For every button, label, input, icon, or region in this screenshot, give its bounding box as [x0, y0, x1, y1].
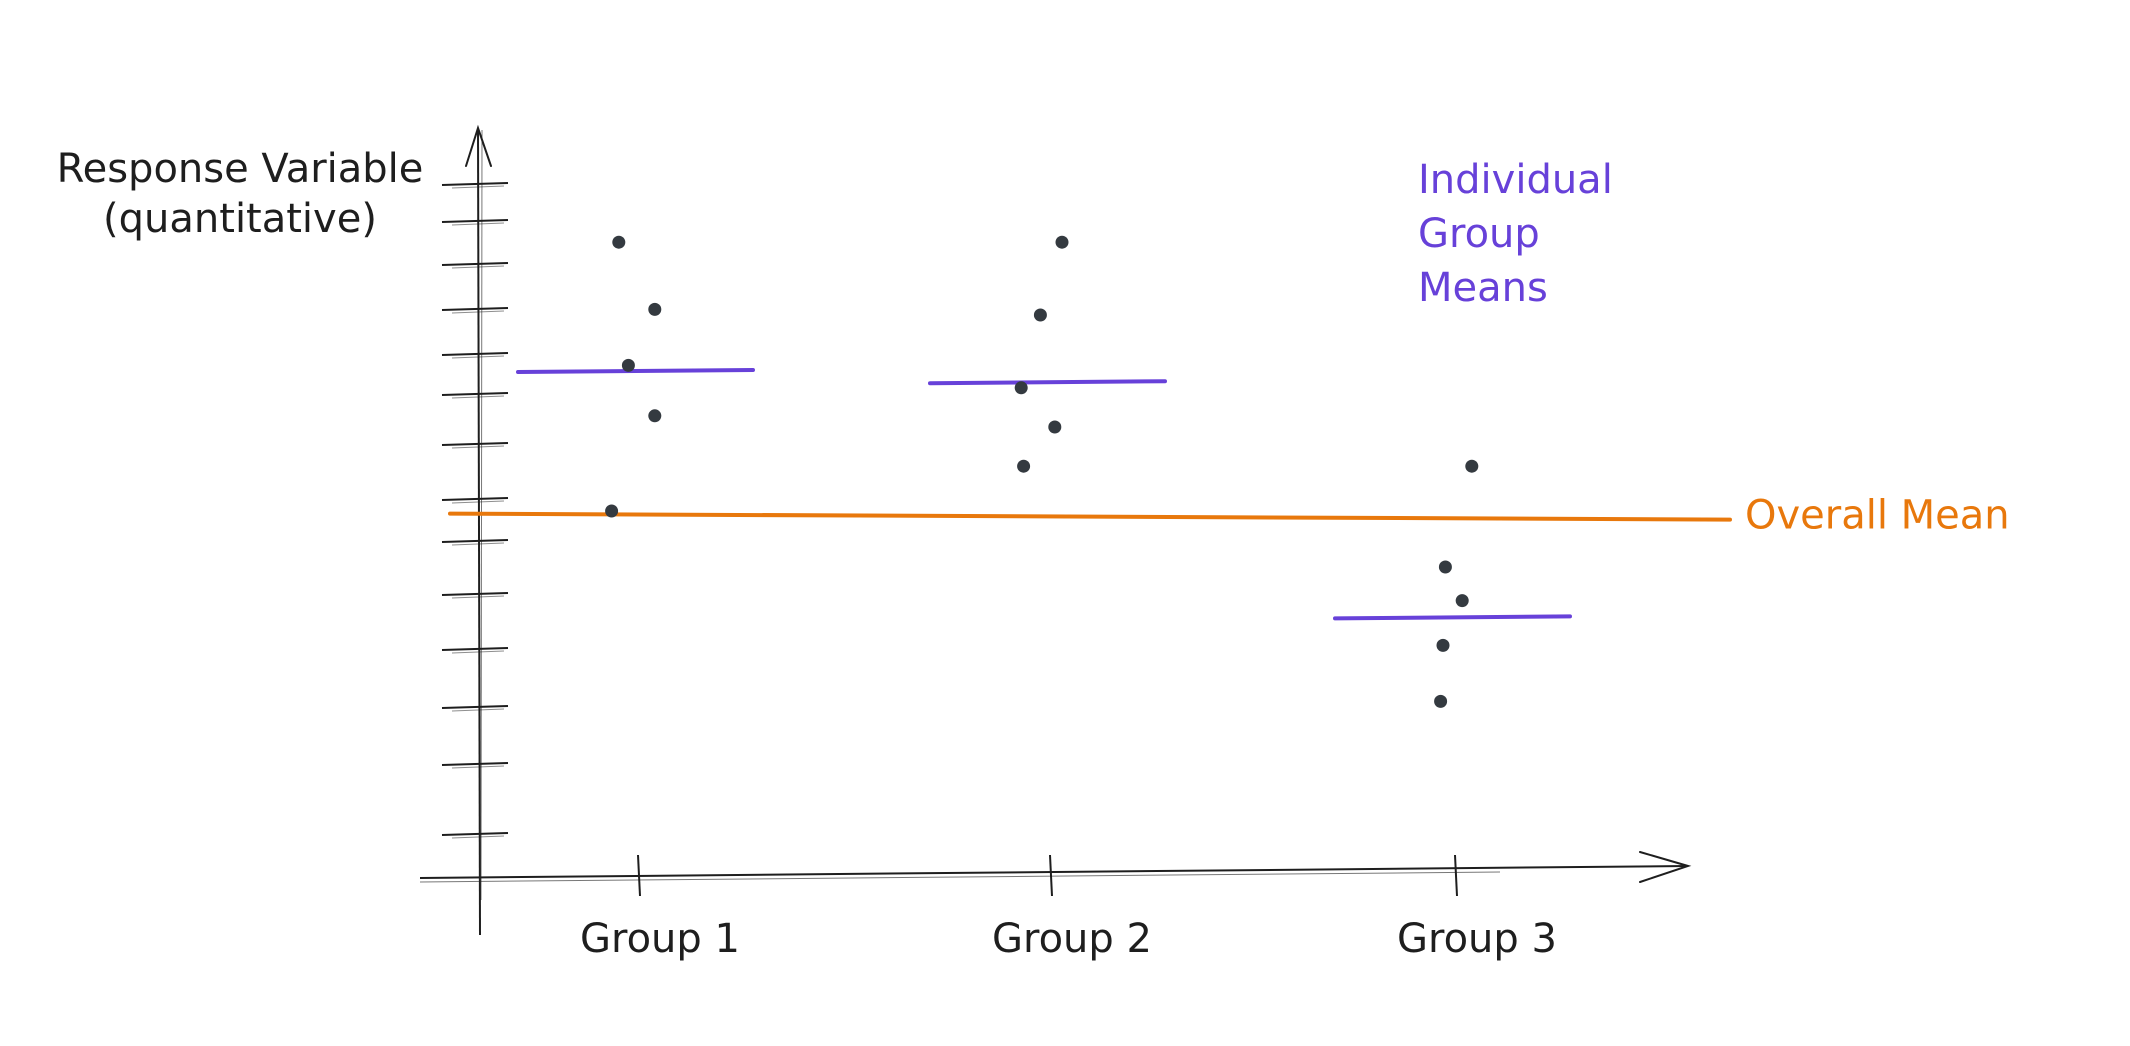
data-point: [621, 358, 635, 372]
data-point: [605, 504, 619, 518]
y-axis-tick: [441, 592, 509, 596]
data-point: [1434, 694, 1448, 708]
y-axis-label-line2: (quantitative): [103, 196, 377, 242]
x-axis-line: [419, 865, 1689, 879]
data-point: [1048, 420, 1062, 434]
group-means: [516, 368, 1572, 621]
y-axis-tick: [441, 647, 509, 651]
y-axis-label-line1: Response Variable: [57, 146, 424, 192]
y-axis-tick: [441, 497, 509, 501]
data-point: [1014, 381, 1028, 395]
x-axis-tick: [1049, 854, 1053, 897]
data-point: [1436, 638, 1450, 652]
y-axis-tick: [441, 539, 509, 543]
legend-label-line1: Individual: [1418, 157, 1613, 203]
x-tick-label: Group 2: [992, 916, 1152, 962]
data-point: [612, 235, 626, 249]
data-point: [1465, 459, 1479, 473]
y-axis-tick: [441, 705, 509, 709]
data-point: [1017, 459, 1031, 473]
y-axis-tick: [441, 219, 509, 223]
legend-label-line2: Group: [1418, 211, 1540, 257]
data-points: [605, 235, 1479, 708]
data-point: [648, 409, 662, 423]
y-axis-tick-sketch: [451, 765, 505, 769]
overall-mean-line: [448, 511, 1732, 522]
y-axis-arrowhead: [465, 124, 492, 167]
legend-label-line3: Means: [1418, 265, 1548, 311]
x-axis-arrowhead: [1639, 851, 1692, 883]
y-axis-tick: [441, 832, 509, 836]
y-axis-tick: [441, 262, 509, 266]
x-axis-line-sketch: [419, 871, 1501, 883]
data-point: [648, 302, 662, 316]
x-axis-tick: [1454, 854, 1458, 897]
y-axis-tick: [441, 182, 509, 186]
data-point: [1033, 308, 1047, 322]
y-axis-tick: [441, 352, 509, 356]
data-point: [1438, 560, 1452, 574]
y-axis-tick-sketch: [451, 708, 505, 712]
x-tick-label: Group 3: [1397, 916, 1557, 962]
group-mean-line: [928, 379, 1167, 386]
y-axis-tick: [441, 442, 509, 446]
y-axis-ticks: [441, 182, 509, 839]
data-point: [1055, 235, 1069, 249]
y-axis-tick-sketch: [451, 650, 505, 654]
y-axis-tick: [441, 762, 509, 766]
x-tick-label: Group 1: [580, 916, 740, 962]
y-axis-tick-sketch: [451, 835, 505, 839]
y-axis-tick-sketch: [451, 595, 505, 599]
y-axis-tick-sketch: [451, 542, 505, 546]
data-point: [1455, 594, 1469, 608]
group-mean-line: [516, 368, 755, 374]
y-axis-tick: [441, 307, 509, 311]
y-axis-line: [477, 127, 481, 936]
y-axis-tick: [441, 392, 509, 396]
overall-mean-label: Overall Mean: [1745, 493, 2010, 539]
x-axis-category-labels: Group 1 Group 2 Group 3: [580, 916, 1557, 962]
group-mean-line: [1333, 614, 1572, 621]
